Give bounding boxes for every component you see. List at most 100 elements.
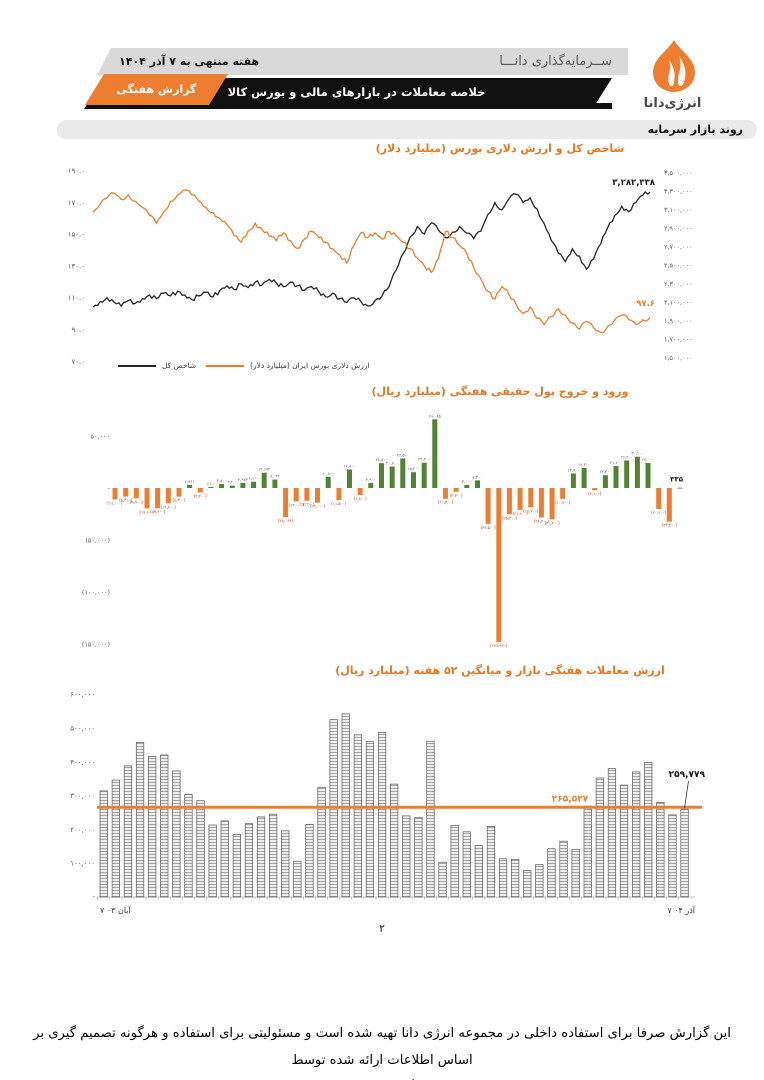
transaction-value-chart-title: ارزش معاملات هفتگی بازار و میانگین ۵۲ هف… — [335, 664, 665, 677]
svg-text:(۱۹,۶۰۰): (۱۹,۶۰۰) — [139, 509, 155, 514]
legend-dollar-value-label: ارزش دلاری بورس ایران (میلیارد دلار) — [250, 361, 370, 370]
svg-text:۲,۵۰۰,۰۰۰: ۲,۵۰۰,۰۰۰ — [664, 262, 693, 270]
legend-total-index: شاخص کل — [118, 361, 196, 370]
svg-text:۳۰۰,۰۰۰: ۳۰۰,۰۰۰ — [70, 792, 95, 800]
report-title: خلاصه معاملات در بازارهای مالی و بورس کا… — [227, 84, 486, 99]
svg-text:(۹,۹۰۰): (۹,۹۰۰) — [130, 499, 143, 504]
logo-text: انرژی‌دانا — [643, 96, 702, 111]
flame-icon — [643, 38, 705, 96]
svg-text:(۱۰۰,۰۰۰): (۱۰۰,۰۰۰) — [82, 589, 110, 597]
svg-text:۱,۷۰۰,۰۰۰: ۱,۷۰۰,۰۰۰ — [664, 336, 693, 344]
svg-text:(۱۰,۳۰۰): (۱۰,۳۰۰) — [438, 500, 454, 505]
svg-text:(۱۵۰,۰۰۰): (۱۵۰,۰۰۰) — [82, 641, 110, 649]
svg-text:۳,۸۰۰: ۳,۸۰۰ — [217, 478, 227, 483]
svg-text:۲,۳۰۰,۰۰۰: ۲,۳۰۰,۰۰۰ — [664, 280, 693, 288]
svg-text:۱۱۰.۰: ۱۱۰.۰ — [68, 294, 85, 302]
svg-text:۱۷۰.۰: ۱۷۰.۰ — [68, 199, 85, 207]
svg-text:(۲۰,۲۰۰): (۲۰,۲۰۰) — [651, 510, 667, 515]
svg-text:(۱۸,۷۰۰): (۱۸,۷۰۰) — [523, 508, 539, 513]
svg-text:۲۴,۰۰۰: ۲۴,۰۰۰ — [642, 457, 654, 462]
svg-text:۴,۹۰۰: ۴,۹۰۰ — [366, 477, 376, 482]
svg-text:(۱۴۷,۹۶۰): (۱۴۷,۹۶۰) — [490, 643, 508, 648]
svg-text:۲,۹۰۰,۰۰۰: ۲,۹۰۰,۰۰۰ — [664, 225, 693, 233]
svg-text:۵۰,۰۰۰: ۵۰,۰۰۰ — [90, 433, 110, 441]
svg-text:۱۹,۳۰۰: ۱۹,۳۰۰ — [578, 462, 590, 467]
svg-text:۳۳۵: ۳۳۵ — [670, 476, 684, 484]
index-dollar-chart-legend: شاخص کل ارزش دلاری بورس ایران (میلیارد د… — [118, 361, 370, 370]
svg-text:۲۴,۳۰۰: ۲۴,۳۰۰ — [418, 457, 430, 462]
svg-text:(۴,۲۰۰): (۴,۲۰۰) — [194, 493, 207, 498]
svg-text:۱,۱۰۰: ۱,۱۰۰ — [206, 481, 216, 486]
svg-text:(۳۴,۵۰۰): (۳۴,۵۰۰) — [481, 525, 497, 530]
svg-text:-: - — [108, 485, 111, 493]
svg-text:(۲,۱۰۰): (۲,۱۰۰) — [588, 491, 601, 496]
svg-text:-: - — [92, 893, 95, 901]
page-number: ۲ — [379, 922, 385, 935]
svg-text:۲,۷۰۰,۰۰۰: ۲,۷۰۰,۰۰۰ — [664, 243, 693, 251]
transaction-value-chart: ۶۰۰,۰۰۰ ۵۰۰,۰۰۰ ۴۰۰,۰۰۰ ۳۰۰,۰۰۰ ۲۰۰,۰۰۰ ۱۰۰,۰… — [70, 691, 705, 915]
svg-text:۱۳۰.۰: ۱۳۰.۰ — [68, 262, 85, 270]
svg-text:۲۳,۸۰۰: ۲۳,۸۰۰ — [376, 457, 388, 462]
svg-text:۶۰۰,۰۰۰: ۶۰۰,۰۰۰ — [70, 691, 95, 699]
svg-text:۷,۳۰۰: ۷,۳۰۰ — [473, 474, 483, 479]
svg-text:(۳۰,۲۰۰): (۳۰,۲۰۰) — [545, 520, 561, 525]
svg-text:(۱۰,۴۰۰): (۱۰,۴۰۰) — [555, 500, 571, 505]
svg-text:۱۰,۸۰۰: ۱۰,۸۰۰ — [322, 471, 334, 476]
svg-text:(۶,۸۰۰): (۶,۸۰۰) — [354, 496, 367, 501]
svg-text:۳,۳۰۰,۰۰۰: ۳,۳۰۰,۰۰۰ — [664, 188, 693, 196]
total-index-line-sample — [118, 364, 156, 367]
svg-text:۱۵,۲۰۰: ۱۵,۲۰۰ — [407, 466, 419, 471]
svg-text:۳,۵۰۰,۰۰۰: ۳,۵۰۰,۰۰۰ — [664, 169, 693, 177]
legend-total-index-label: شاخص کل — [162, 361, 197, 370]
brand-title: ســرمایه‌گذاری دانـــا — [499, 54, 612, 69]
svg-text:۱۲,۳۰۰: ۱۲,۳۰۰ — [599, 469, 611, 474]
svg-text:۲۰,۷۰۰: ۲۰,۷۰۰ — [386, 460, 398, 465]
svg-text:۱۹۰.۰: ۱۹۰.۰ — [68, 167, 85, 175]
svg-text:(۸,۳۰۰): (۸,۳۰۰) — [119, 498, 132, 503]
svg-text:۱۳,۹۰۰: ۱۳,۹۰۰ — [567, 468, 579, 473]
svg-text:۲۰۰,۰۰۰: ۲۰۰,۰۰۰ — [70, 826, 95, 834]
svg-text:(۲۸,۰۶۳): (۲۸,۰۶۳) — [278, 518, 294, 523]
svg-text:(۱۱,۰۰۰): (۱۱,۰۰۰) — [107, 500, 123, 505]
money-flow-chart-title: ورود و خروج پول حقیقی هفتگی (میلیارد ریا… — [371, 385, 629, 398]
svg-text:۲,۹۶۱: ۲,۹۶۱ — [185, 479, 195, 484]
index-dollar-chart-title: شاخص کل و ارزش دلاری بورس (میلیارد دلار) — [375, 142, 625, 155]
svg-text:۴,۹۷۳: ۴,۹۷۳ — [238, 477, 249, 482]
svg-text:(۱۴,۰۰۰): (۱۴,۰۰۰) — [310, 504, 326, 509]
svg-text:۱,۹۰۰,۰۰۰: ۱,۹۰۰,۰۰۰ — [664, 317, 693, 325]
svg-text:۳,۰۰۰: ۳,۰۰۰ — [462, 479, 472, 484]
footer-disclaimer-line1: این گزارش صرفا برای استفاده داخلی در مجم… — [33, 1026, 731, 1068]
svg-text:۲۶,۴۰۰: ۲۶,۴۰۰ — [621, 455, 633, 460]
svg-text:۳,۲۸۲,۳۳۸: ۳,۲۸۲,۳۳۸ — [612, 178, 656, 188]
svg-text:۷ آبان ۰۳: ۷ آبان ۰۳ — [100, 905, 132, 915]
svg-text:(۲۸,۴۰۰): (۲۸,۴۰۰) — [534, 519, 550, 524]
svg-text:(۲۱,۱۰۰): (۲۱,۱۰۰) — [513, 511, 529, 516]
weekly-report-badge: گزارش هفتگی — [85, 74, 228, 105]
footer-disclaimer: این گزارش صرفا برای استفاده داخلی در مجم… — [28, 1020, 736, 1080]
dollar-value-line-sample — [206, 364, 245, 367]
svg-text:۳,۱۰۰,۰۰۰: ۳,۱۰۰,۰۰۰ — [664, 206, 693, 214]
svg-text:۵۰۰,۰۰۰: ۵۰۰,۰۰۰ — [70, 725, 95, 733]
svg-text:۱۷,۸۰۰: ۱۷,۸۰۰ — [344, 463, 356, 468]
svg-text:(۱۹,۴۰۰): (۱۹,۴۰۰) — [150, 509, 166, 514]
legend-dollar-value: ارزش دلاری بورس ایران (میلیارد دلار) — [206, 361, 370, 370]
report-date-label: هفته منتهی به ۷ آذر ۱۴۰۴ — [119, 55, 260, 68]
header-black-strip — [84, 103, 612, 109]
svg-text:۶۶,۰۸۵: ۶۶,۰۸۵ — [429, 415, 441, 418]
svg-text:(۵۰,۰۰۰): (۵۰,۰۰۰) — [85, 537, 110, 545]
svg-text:۷۰.۰: ۷۰.۰ — [71, 358, 85, 366]
svg-text:۸,۰۴۴: ۸,۰۴۴ — [270, 474, 280, 479]
svg-text:۱,۵۰۰,۰۰۰: ۱,۵۰۰,۰۰۰ — [664, 354, 693, 362]
svg-text:(۳۲,۴۰۰): (۳۲,۴۰۰) — [662, 523, 678, 528]
svg-text:۱۰۰,۰۰۰: ۱۰۰,۰۰۰ — [70, 860, 95, 868]
svg-text:۲,۱۰۰,۰۰۰: ۲,۱۰۰,۰۰۰ — [664, 299, 693, 307]
svg-text:(۱۱,۵۰۰): (۱۱,۵۰۰) — [331, 501, 347, 506]
header-gray-bar: هفته منتهی به ۷ آذر ۱۴۰۴ ســرمایه‌گذاری … — [97, 48, 628, 75]
svg-text:۷ آذر ۰۴: ۷ آذر ۰۴ — [667, 905, 695, 915]
svg-text:۹۰.۰: ۹۰.۰ — [71, 326, 85, 334]
svg-text:۱۵۰.۰: ۱۵۰.۰ — [68, 231, 85, 239]
svg-text:۴۰۰,۰۰۰: ۴۰۰,۰۰۰ — [70, 758, 95, 766]
svg-text:(۳,۷۰۰): (۳,۷۰۰) — [450, 493, 463, 498]
